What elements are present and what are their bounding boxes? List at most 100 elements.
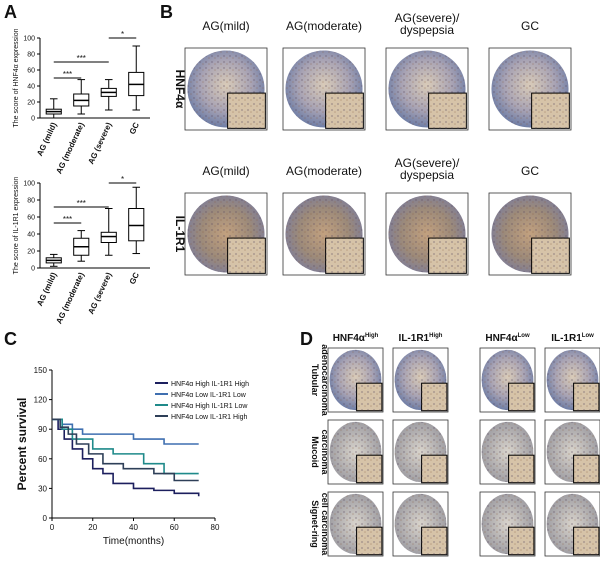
survival-curve [52,418,199,445]
legend-label: HNF4α Low IL-1R1 Low [171,392,247,399]
column-header: HNF4αLow [485,333,530,344]
y-axis-label: The score of IL-1R1 expression [13,177,20,275]
y-tick-label: 20 [27,249,35,256]
x-tick-label: AG (moderate) [54,271,86,325]
panel-letter: B [160,2,173,22]
column-header: dyspepsia [400,168,454,182]
tissue-image-inset-texture [508,527,534,555]
y-tick-label: 120 [34,396,48,405]
column-header: GC [521,164,539,178]
column-header: dyspepsia [400,23,454,37]
y-tick-label: 80 [27,198,35,205]
box [128,208,145,242]
tissue-image-inset-texture [531,238,570,274]
y-tick-label: 0 [43,514,48,523]
tissue-image-inset-texture [573,527,599,555]
x-tick-label: AG (severe) [86,121,113,166]
y-axis-label: Percent survival [15,398,29,491]
x-tick-label: 20 [88,523,97,532]
tissue-image-inset-texture [508,455,534,483]
significance-label: *** [77,199,86,208]
x-tick-label: GC [128,121,141,136]
column-header: HNF4αHigh [333,333,379,344]
y-tick-label: 100 [23,36,35,43]
legend-label: HNF4α High IL-1R1 High [171,381,249,388]
y-tick-label: 60 [27,68,35,75]
x-tick-label: 80 [211,523,220,532]
y-axis-label: The score of HNF4α expression [13,28,20,127]
legend-label: HNF4α High IL-1R1 Low [171,403,248,410]
survival-curve [52,418,199,482]
significance-label: *** [63,215,72,224]
row-label: cell carcinoma [320,493,330,557]
survival-curve [52,418,199,475]
x-tick-label: GC [128,271,141,286]
y-tick-label: 0 [31,116,35,123]
header-base: HNF4α [333,333,366,344]
column-header: AG(mild) [202,19,249,33]
box [100,231,117,244]
row-label: adenocarcinoma [320,344,330,417]
y-tick-label: 40 [27,84,35,91]
row-label: Tubular [310,364,320,397]
x-tick-label: 60 [170,523,179,532]
header-base: HNF4α [485,333,518,344]
column-header: AG(mild) [202,164,249,178]
tissue-image-inset-texture [428,238,467,274]
row-label: HNF4α [173,70,187,109]
tissue-image-inset-texture [421,527,447,555]
tissue-image-inset-texture [325,93,364,129]
y-tick-label: 60 [38,455,47,464]
x-tick-label: AG (mild) [35,121,59,158]
tissue-image-inset-texture [227,238,266,274]
significance-label: * [121,30,124,39]
x-tick-label: 0 [50,523,55,532]
panel-letter: D [300,329,313,349]
row-label: Signet-ring [310,500,320,548]
tissue-image-inset-texture [573,455,599,483]
x-tick-label: AG (severe) [86,271,113,316]
y-tick-label: 90 [38,425,47,434]
y-tick-label: 150 [34,366,48,375]
column-header: GC [521,19,539,33]
x-tick-label: AG (moderate) [54,121,86,175]
x-tick-label: 40 [129,523,138,532]
column-header: AG(severe)/ [395,156,460,170]
x-axis-label: Time(months) [103,536,164,547]
tissue-image-inset-texture [573,383,599,411]
panel-letter: A [4,2,17,22]
y-tick-label: 30 [38,484,47,493]
row-label: carcinoma [320,429,330,475]
header-sup: Low [582,333,594,339]
tissue-image-inset-texture [356,455,382,483]
y-tick-label: 80 [27,52,35,59]
tissue-image-inset-texture [531,93,570,129]
column-header: AG(moderate) [286,19,362,33]
column-header: AG(severe)/ [395,11,460,25]
survival-curve [52,418,200,497]
header-base: IL-1R1 [551,333,582,344]
header-base: IL-1R1 [399,333,430,344]
row-label: Mucoid [310,436,320,468]
tissue-image-inset-texture [428,93,467,129]
header-sup: High [429,333,443,339]
column-header: AG(moderate) [286,164,362,178]
header-sup: Low [518,333,530,339]
tissue-image-inset-texture [227,93,266,129]
x-tick-label: AG (mild) [35,271,59,308]
header-sup: High [365,333,379,339]
column-header: IL-1R1Low [551,333,594,344]
column-header: IL-1R1High [399,333,443,344]
tissue-image-inset-texture [356,527,382,555]
tissue-image-inset-texture [508,383,534,411]
significance-label: *** [77,54,86,63]
panel-letter: C [4,329,17,349]
y-tick-label: 0 [31,266,35,273]
y-tick-label: 100 [23,181,35,188]
y-tick-label: 20 [27,100,35,107]
tissue-image-inset-texture [421,455,447,483]
legend-label: HNF4α Low IL-1R1 High [171,414,248,421]
significance-label: *** [63,70,72,79]
y-tick-label: 40 [27,232,35,239]
